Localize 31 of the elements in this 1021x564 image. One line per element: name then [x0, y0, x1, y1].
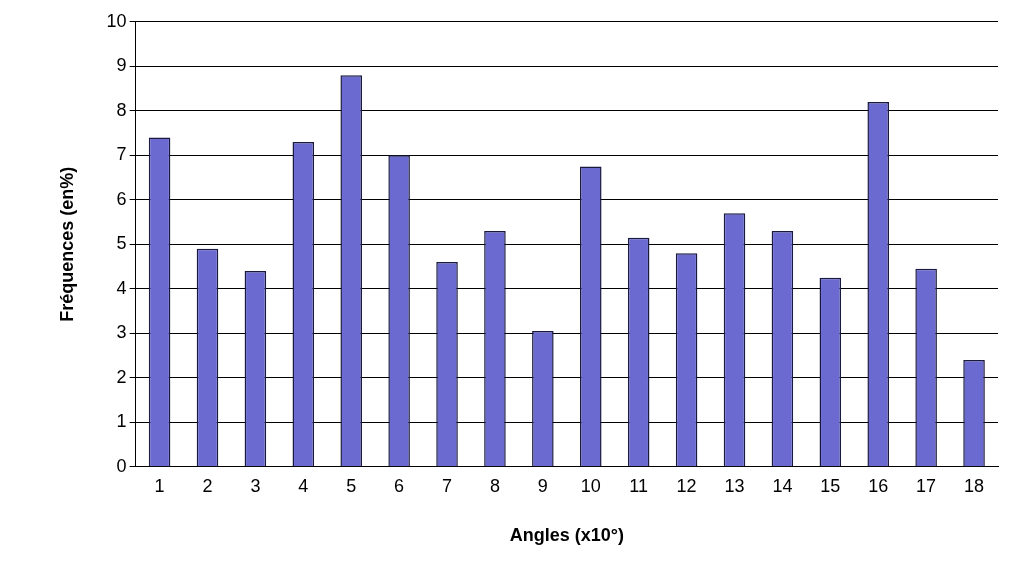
y-tick-label: 0: [116, 455, 127, 476]
x-tick-label: 3: [250, 474, 261, 497]
x-tick-label: 6: [394, 474, 405, 497]
y-tick-label: 8: [116, 99, 127, 120]
y-tick-label: 9: [116, 55, 127, 76]
x-tick-label: 4: [298, 474, 309, 497]
x-tick-label: 7: [442, 474, 453, 497]
y-tick-label: 3: [116, 322, 127, 343]
x-axis-title: Angles (x10°): [509, 525, 624, 546]
x-tick-label: 17: [916, 474, 937, 497]
y-tick-label: 10: [106, 10, 127, 31]
x-tick-label: 5: [346, 474, 357, 497]
x-tick-label: 15: [820, 474, 841, 497]
y-tick-label: 5: [116, 233, 127, 254]
x-tick-label: 12: [676, 474, 697, 497]
x-tick-label: 16: [868, 474, 889, 497]
y-axis-title: Fréquences (en%): [56, 166, 77, 322]
y-tick-label: 4: [116, 277, 127, 298]
y-tick-label: 2: [116, 366, 127, 387]
x-tick-label: 9: [537, 474, 548, 497]
x-tick-label: 8: [489, 474, 500, 497]
y-tick-label: 6: [116, 188, 127, 209]
x-tick-label: 10: [580, 474, 601, 497]
x-tick-label: 14: [772, 474, 793, 497]
y-tick-label: 7: [116, 144, 127, 165]
x-tick-label: 2: [202, 474, 213, 497]
x-tick-label: 18: [964, 474, 985, 497]
y-tick-label: 1: [116, 411, 127, 432]
x-tick-label: 13: [724, 474, 745, 497]
x-tick-label: 11: [629, 474, 649, 497]
x-tick-label: 1: [154, 474, 165, 497]
